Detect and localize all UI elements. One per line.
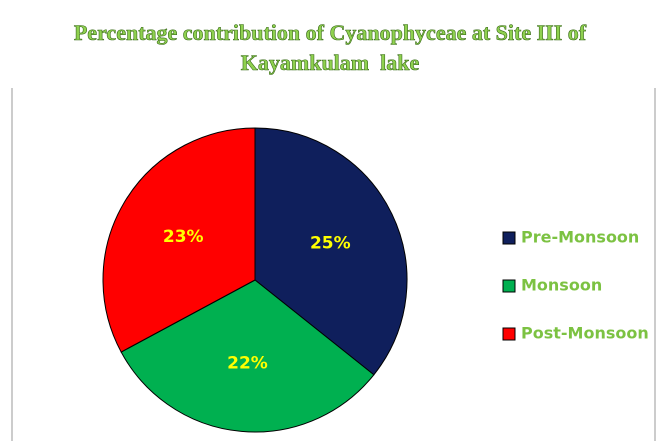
- data-label: 23%: [163, 227, 204, 247]
- legend-label: Monsoon: [521, 276, 602, 295]
- pie-slice: [120, 279, 375, 433]
- pie-slice: [254, 127, 408, 376]
- legend-label: Post-Monsoon: [521, 324, 649, 343]
- legend-label: Pre-Monsoon: [521, 228, 639, 247]
- pie-slice: [102, 127, 256, 353]
- legend-swatch: [502, 327, 516, 341]
- legend-swatch: [502, 231, 516, 245]
- data-label: 25%: [310, 234, 351, 254]
- chart-title: Percentage contribution of Cyanophyceae …: [73, 20, 592, 76]
- data-label: 22%: [227, 353, 268, 373]
- legend-swatch: [502, 279, 516, 293]
